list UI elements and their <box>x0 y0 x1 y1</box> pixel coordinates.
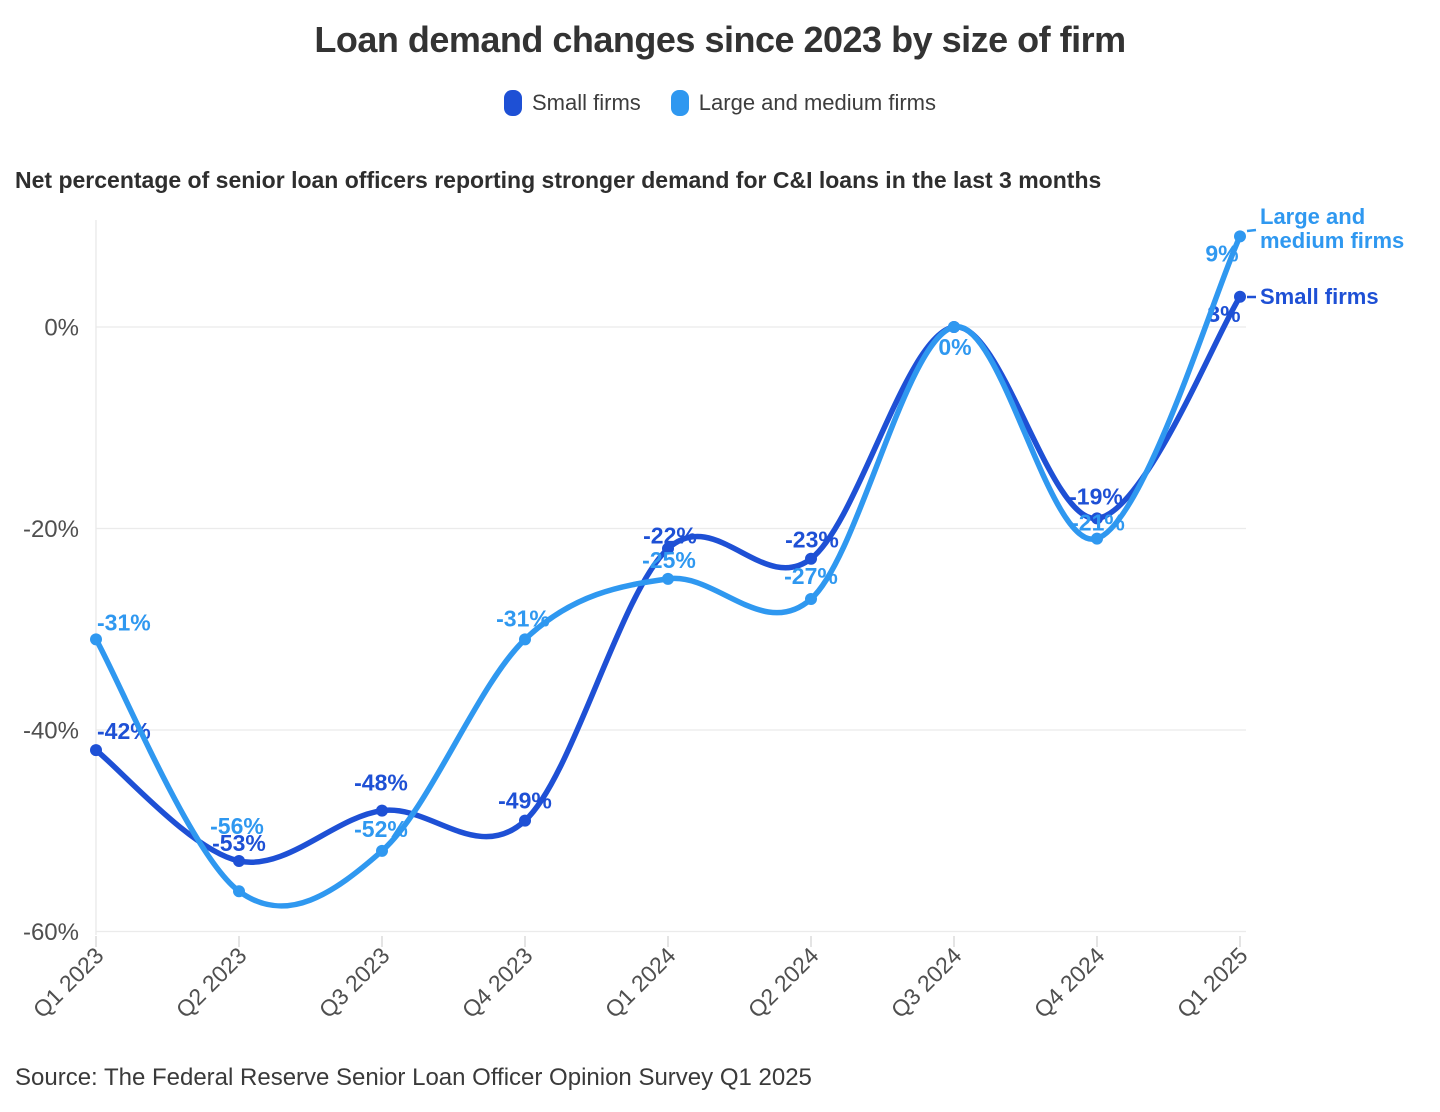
data-point-small-firms-q2-2023 <box>233 854 245 867</box>
data-point-large-and-medium-firms-q4-2023 <box>519 633 531 646</box>
data-label-small-firms-q2-2024: -23% <box>785 527 839 553</box>
y-axis-label--40-: -40% <box>23 718 79 745</box>
data-point-large-and-medium-firms-q1-2025 <box>1234 230 1246 243</box>
data-point-large-and-medium-firms-q4-2024 <box>1091 532 1103 545</box>
legend-item-large-medium-firms: Large and medium firms <box>670 90 936 116</box>
chart-title: Loan demand changes since 2023 by size o… <box>314 19 1126 60</box>
annotation-connector-large-medium-firms <box>1246 228 1257 233</box>
data-label-large-and-medium-firms-q4-2024: -21% <box>1071 510 1125 536</box>
data-label-small-firms-q4-2024: -19% <box>1069 483 1123 509</box>
y-axis-label-0-: 0% <box>44 315 79 342</box>
legend: Small firms Large and medium firms <box>0 90 1440 116</box>
legend-label-large-medium-firms: Large and medium firms <box>698 90 936 115</box>
data-label-large-and-medium-firms-q3-2024: 0% <box>938 334 971 360</box>
y-axis-label--20-: -20% <box>23 516 79 543</box>
x-axis-label-q1-2024: Q1 2024 <box>600 942 681 1023</box>
x-axis-label-q3-2024: Q3 2024 <box>886 942 967 1023</box>
x-axis-label-q2-2023: Q2 2023 <box>171 942 252 1023</box>
data-point-small-firms-q1-2023 <box>90 744 102 757</box>
x-axis-label-q2-2024: Q2 2024 <box>743 942 824 1023</box>
data-point-small-firms-q4-2023 <box>519 814 531 827</box>
data-label-small-firms-q3-2023: -48% <box>354 770 408 796</box>
data-point-large-and-medium-firms-q2-2024 <box>805 593 817 606</box>
data-label-small-firms-q2-2023: -53% <box>212 830 266 856</box>
data-point-large-and-medium-firms-q2-2023 <box>233 885 245 898</box>
series-line-small-firms <box>93 294 1243 865</box>
data-point-large-and-medium-firms-q3-2023 <box>376 844 388 857</box>
data-point-small-firms-q3-2023 <box>376 804 388 817</box>
series-annotation-large-medium-firms: Large and medium firms <box>1260 204 1405 253</box>
data-point-small-firms-q4-2024 <box>1091 512 1103 525</box>
legend-label-small-firms: Small firms <box>532 90 641 115</box>
legend-item-small-firms: Small firms <box>504 90 641 116</box>
data-point-large-and-medium-firms-q1-2023 <box>90 633 102 646</box>
x-axis-label-q4-2024: Q4 2024 <box>1029 942 1110 1023</box>
data-label-large-and-medium-firms-q1-2024: -25% <box>642 547 696 573</box>
chart-subtitle: Net percentage of senior loan officers r… <box>15 167 1102 193</box>
source-note: Source: The Federal Reserve Senior Loan … <box>15 1064 812 1091</box>
data-label-large-and-medium-firms-q1-2025: 9% <box>1205 240 1238 266</box>
y-axis-label--60-: -60% <box>23 919 79 946</box>
series-line-large-and-medium-firms <box>93 233 1243 909</box>
data-point-small-firms-q1-2024 <box>662 542 674 555</box>
data-label-large-and-medium-firms-q4-2023: -31% <box>496 605 550 631</box>
x-axis-label-q4-2023: Q4 2023 <box>457 942 538 1023</box>
x-axis-label-q3-2023: Q3 2023 <box>314 942 395 1023</box>
legend-swatch-small-firms <box>504 90 522 116</box>
series-annotation-small-firms: Small firms <box>1260 284 1379 309</box>
legend-swatch-large-medium-firms <box>670 90 689 116</box>
data-point-large-and-medium-firms-q3-2024 <box>948 321 960 333</box>
data-label-large-and-medium-firms-q2-2024: -27% <box>784 563 838 589</box>
data-label-large-and-medium-firms-q2-2023: -56% <box>210 813 264 839</box>
data-label-small-firms-q4-2023: -49% <box>498 788 552 814</box>
data-point-small-firms-q1-2025 <box>1234 290 1246 303</box>
data-point-large-and-medium-firms-q1-2024 <box>662 572 674 585</box>
data-label-large-and-medium-firms-q1-2023: -31% <box>97 609 151 635</box>
data-label-large-and-medium-firms-q3-2023: -52% <box>354 816 408 842</box>
x-axis-label-q1-2023: Q1 2023 <box>28 942 109 1023</box>
data-label-small-firms-q1-2024: -22% <box>643 523 697 549</box>
data-point-small-firms-q2-2024 <box>805 552 817 565</box>
x-axis-label-q1-2025: Q1 2025 <box>1172 942 1253 1023</box>
